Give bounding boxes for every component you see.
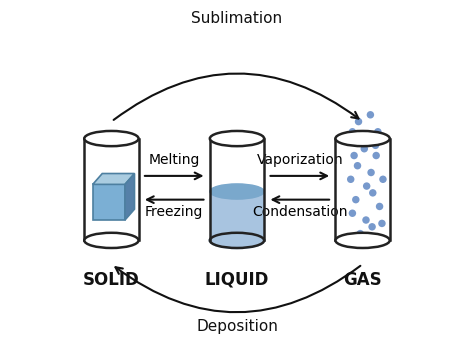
Ellipse shape bbox=[363, 183, 370, 190]
Text: Melting: Melting bbox=[148, 154, 200, 167]
Ellipse shape bbox=[367, 169, 375, 176]
Ellipse shape bbox=[372, 141, 379, 149]
Ellipse shape bbox=[378, 220, 386, 227]
Ellipse shape bbox=[355, 118, 362, 125]
Polygon shape bbox=[125, 174, 135, 220]
Ellipse shape bbox=[361, 145, 368, 152]
Text: GAS: GAS bbox=[343, 271, 382, 289]
Text: SOLID: SOLID bbox=[83, 271, 140, 289]
Ellipse shape bbox=[357, 135, 365, 142]
Ellipse shape bbox=[379, 176, 387, 183]
Ellipse shape bbox=[373, 152, 380, 159]
Ellipse shape bbox=[369, 189, 376, 197]
Text: Deposition: Deposition bbox=[196, 319, 278, 334]
Ellipse shape bbox=[210, 131, 264, 146]
Polygon shape bbox=[93, 174, 135, 184]
Ellipse shape bbox=[347, 176, 355, 183]
Bar bbox=[210, 139, 264, 240]
Text: Condensation: Condensation bbox=[252, 205, 347, 219]
Ellipse shape bbox=[349, 128, 356, 136]
Ellipse shape bbox=[350, 152, 358, 159]
Ellipse shape bbox=[354, 162, 361, 169]
Text: Sublimation: Sublimation bbox=[191, 11, 283, 26]
Bar bbox=[84, 139, 138, 240]
Ellipse shape bbox=[336, 131, 390, 146]
Ellipse shape bbox=[336, 233, 390, 248]
Ellipse shape bbox=[376, 203, 383, 210]
Ellipse shape bbox=[368, 223, 376, 230]
Polygon shape bbox=[93, 184, 125, 220]
Ellipse shape bbox=[362, 216, 370, 224]
Ellipse shape bbox=[367, 111, 374, 119]
Ellipse shape bbox=[84, 233, 138, 248]
Ellipse shape bbox=[210, 233, 264, 248]
Text: Vaporization: Vaporization bbox=[256, 154, 343, 167]
Ellipse shape bbox=[84, 131, 138, 146]
Ellipse shape bbox=[352, 196, 360, 204]
Ellipse shape bbox=[349, 209, 356, 217]
Bar bbox=[210, 191, 264, 240]
Bar bbox=[336, 139, 390, 240]
Text: Freezing: Freezing bbox=[145, 205, 203, 219]
Text: LIQUID: LIQUID bbox=[205, 271, 269, 289]
Bar bbox=[336, 139, 390, 240]
Ellipse shape bbox=[210, 184, 264, 199]
Ellipse shape bbox=[374, 128, 382, 136]
Ellipse shape bbox=[356, 230, 364, 237]
